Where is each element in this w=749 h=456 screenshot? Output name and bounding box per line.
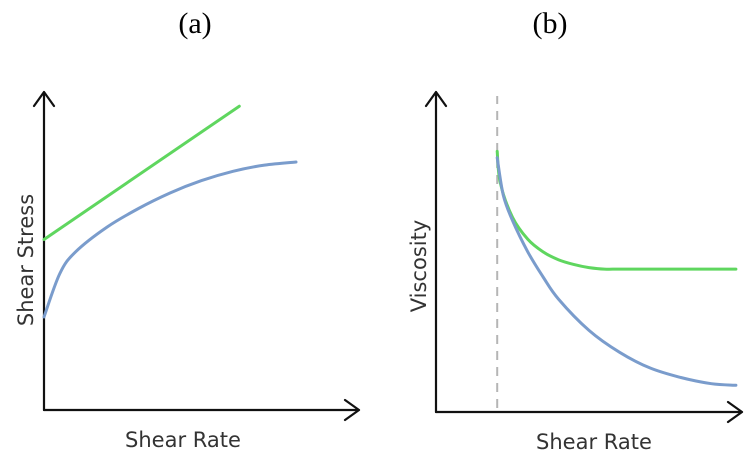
panel-a-x-axis <box>42 398 361 422</box>
panel-a-blue-curve <box>42 160 298 319</box>
panel-b-plot-area <box>495 96 738 408</box>
panel-b-y-axis-title: Viscosity <box>407 220 431 313</box>
panel-a-label: (a) <box>178 7 211 40</box>
panel-b-blue-curve <box>495 156 738 387</box>
panel-b-x-axis <box>434 400 744 424</box>
panel-a: (a) Shear Rate Shear Stress <box>14 7 361 452</box>
panel-a-green-curve <box>42 104 241 241</box>
panel-a-y-axis <box>32 90 56 412</box>
panel-b-green-curve <box>495 149 738 271</box>
panel-b-y-axis <box>424 90 448 414</box>
panel-b-label: (b) <box>533 7 568 40</box>
panel-a-plot-area <box>42 104 298 319</box>
panel-b-x-axis-title: Shear Rate <box>536 430 652 454</box>
panel-a-y-axis-title: Shear Stress <box>14 194 38 326</box>
panel-b: (b) Shear Rate Viscosity <box>407 7 744 454</box>
panel-a-x-axis-title: Shear Rate <box>125 428 241 452</box>
